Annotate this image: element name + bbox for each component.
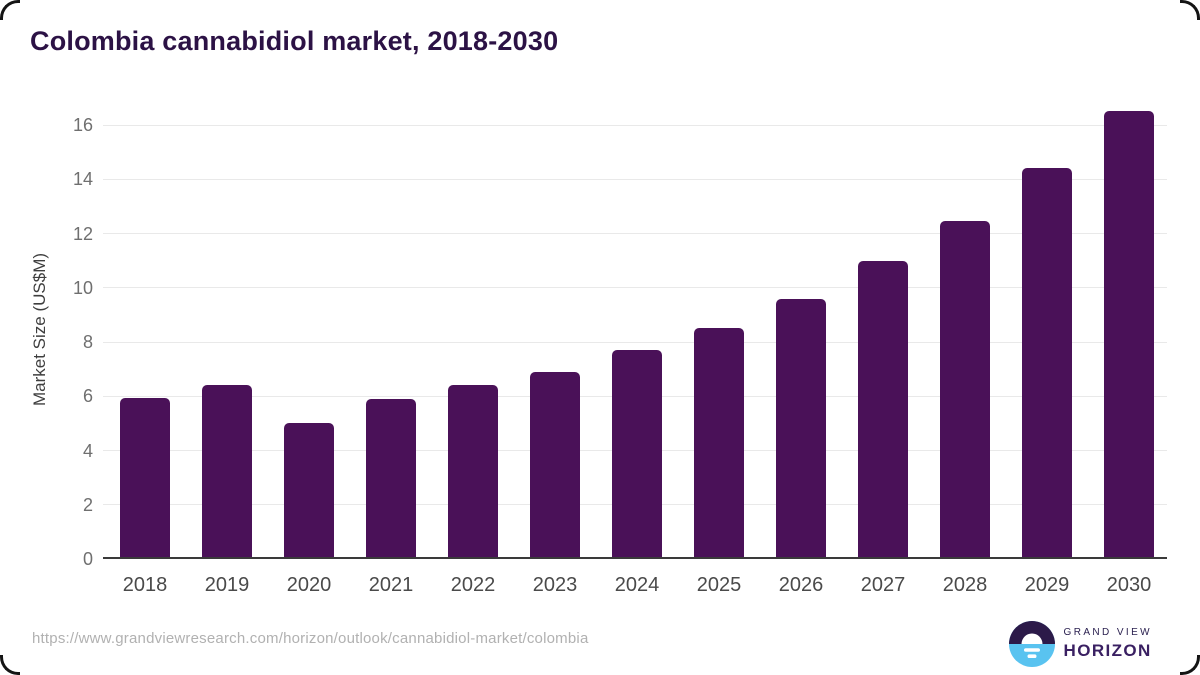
bar-2027[interactable] xyxy=(858,260,908,559)
y-axis-tick-label-4: 4 xyxy=(82,440,93,461)
rounded-border-corner xyxy=(1180,0,1200,20)
x-axis-tick-label-2027: 2027 xyxy=(860,574,906,596)
bar-2021[interactable] xyxy=(366,398,416,559)
gridline-8 xyxy=(103,341,1167,343)
bar-2026[interactable] xyxy=(776,298,826,559)
x-axis-tick-label-2028: 2028 xyxy=(942,574,988,596)
x-axis-tick-label-2029: 2029 xyxy=(1024,574,1070,596)
bar-2028[interactable] xyxy=(940,221,990,559)
y-axis-tick-label-14: 14 xyxy=(72,169,93,190)
x-axis-tick-label-2021: 2021 xyxy=(368,574,414,596)
y-axis-label: Market Size (US$M) xyxy=(30,252,49,406)
bar-2018[interactable] xyxy=(120,397,170,559)
x-axis-tick-label-2030: 2030 xyxy=(1106,574,1152,596)
bar-chart-plot-area: 0 2 4 6 8 10 12 14 16 2018 2019 2020 2021 2022 2023 202… xyxy=(73,99,1167,596)
x-axis-line xyxy=(103,557,1167,559)
x-axis-tick-label-2024: 2024 xyxy=(614,574,660,596)
x-axis-tick-label-2020: 2020 xyxy=(286,574,332,596)
y-axis-tick-label-8: 8 xyxy=(82,332,93,352)
chart-title: Colombia cannabidiol market, 2018-2030 xyxy=(30,26,559,56)
bar-2029[interactable] xyxy=(1022,168,1072,559)
horizon-sun-logo-icon xyxy=(1008,621,1055,667)
bar-2020[interactable] xyxy=(284,423,334,559)
bar-2019[interactable] xyxy=(202,385,252,559)
bar-2023[interactable] xyxy=(530,371,580,559)
rounded-border-corner xyxy=(0,655,20,675)
x-axis-tick-label-2019: 2019 xyxy=(204,574,250,596)
y-axis-tick-label-10: 10 xyxy=(72,277,93,298)
x-axis-tick-label-2023: 2023 xyxy=(532,574,578,596)
bar-2024[interactable] xyxy=(612,350,662,559)
logo-text-grand-view: GRAND VIEW xyxy=(1063,627,1152,638)
bar-2025[interactable] xyxy=(694,328,744,559)
gridline-10 xyxy=(103,287,1167,289)
y-axis-tick-label-16: 16 xyxy=(72,115,93,135)
gridline-12 xyxy=(103,233,1167,234)
y-axis-tick-label-2: 2 xyxy=(82,494,93,515)
y-axis-tick-label-0: 0 xyxy=(82,549,93,569)
logo-text-horizon: HORIZON xyxy=(1063,641,1152,660)
rounded-border-corner xyxy=(1180,655,1200,675)
bar-2022[interactable] xyxy=(448,385,498,559)
bar-2030[interactable] xyxy=(1104,111,1154,559)
x-axis-tick-label-2022: 2022 xyxy=(450,574,496,596)
rounded-border-corner xyxy=(0,0,20,20)
x-axis-tick-label-2026: 2026 xyxy=(778,574,824,596)
gridline-14 xyxy=(103,178,1167,180)
source-url: https://www.grandviewresearch.com/horizo… xyxy=(32,630,589,647)
gridline-16 xyxy=(103,124,1167,126)
y-axis-tick-label-6: 6 xyxy=(82,386,93,407)
x-axis-tick-label-2025: 2025 xyxy=(696,574,742,596)
x-axis-tick-label-2018: 2018 xyxy=(122,574,168,596)
grand-view-horizon-logo[interactable]: GRAND VIEW HORIZON xyxy=(1008,621,1152,667)
y-axis-tick-label-12: 12 xyxy=(72,223,93,244)
